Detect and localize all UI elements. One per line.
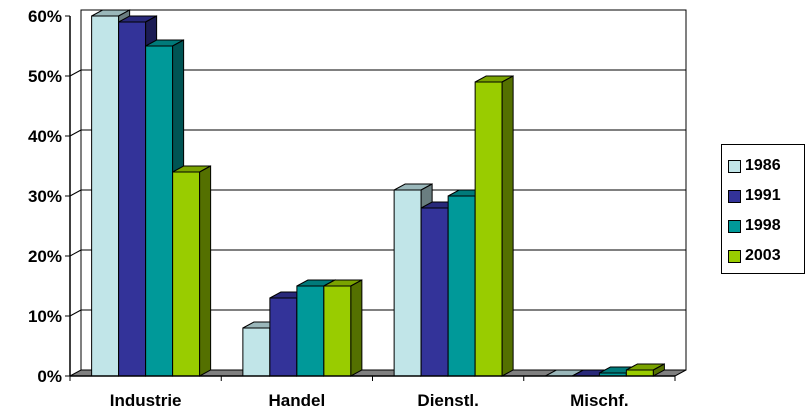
x-tick-label: Dienstl. (417, 391, 478, 410)
legend-label-2: 1998 (745, 217, 781, 234)
legend-item-1: 1991 (728, 181, 804, 211)
legend-swatch-3 (728, 249, 741, 263)
bar-Industrie-2003 (172, 165, 212, 377)
bar-front (172, 171, 201, 377)
x-tick-label: Mischf. (570, 391, 629, 410)
bar-Dienstl.-2003 (474, 75, 514, 377)
bar-front (242, 327, 271, 377)
bar-Mischf.-2003 (625, 363, 665, 377)
bar-front (118, 21, 147, 377)
bar-side (199, 165, 212, 377)
bar-front (447, 195, 476, 377)
bar-side (501, 75, 514, 377)
x-tick-labels: Industrie Handel Dienstl. Mischf. (110, 391, 629, 410)
y-tick-label: 40% (28, 127, 62, 146)
legend-label-0: 1986 (745, 157, 781, 174)
bar-side (652, 363, 665, 377)
bar-front (393, 189, 422, 377)
y-tick-label: 50% (28, 67, 62, 86)
legend-item-0: 1986 (728, 151, 804, 181)
y-tick-labels: 0% 10% 20% 30% 40% 50% 60% (28, 7, 62, 386)
bar-front (420, 207, 449, 377)
legend: 1986 1991 1998 2003 (721, 144, 805, 274)
x-tick-label: Handel (269, 391, 326, 410)
bar-front (474, 81, 503, 377)
gridline-diagonal (69, 309, 82, 317)
x-tick-label: Industrie (110, 391, 182, 410)
bar-front (91, 15, 120, 377)
gridline-diagonal (69, 69, 82, 77)
bar-front (323, 285, 352, 377)
bar-front (269, 297, 298, 377)
legend-swatch-2 (728, 219, 741, 233)
y-tick-label: 60% (28, 7, 62, 26)
bar-side (350, 279, 363, 377)
legend-swatch-1 (728, 189, 741, 203)
gridline-diagonal (69, 129, 82, 137)
y-tick-label: 30% (28, 187, 62, 206)
y-tick-label: 20% (28, 247, 62, 266)
legend-swatch-0 (728, 159, 741, 173)
legend-item-3: 2003 (728, 241, 804, 271)
gridline-diagonal (69, 249, 82, 257)
y-tick-label: 0% (37, 367, 62, 386)
bar-front (145, 45, 174, 377)
bar-front (625, 369, 654, 377)
legend-label-1: 1991 (745, 187, 781, 204)
bar-series (91, 9, 665, 377)
bar-Handel-2003 (323, 279, 363, 377)
bar-front (296, 285, 325, 377)
legend-label-3: 2003 (745, 247, 781, 264)
y-tick-label: 10% (28, 307, 62, 326)
axes (65, 15, 676, 381)
legend-item-2: 1998 (728, 211, 804, 241)
gridline-diagonal (69, 189, 82, 197)
